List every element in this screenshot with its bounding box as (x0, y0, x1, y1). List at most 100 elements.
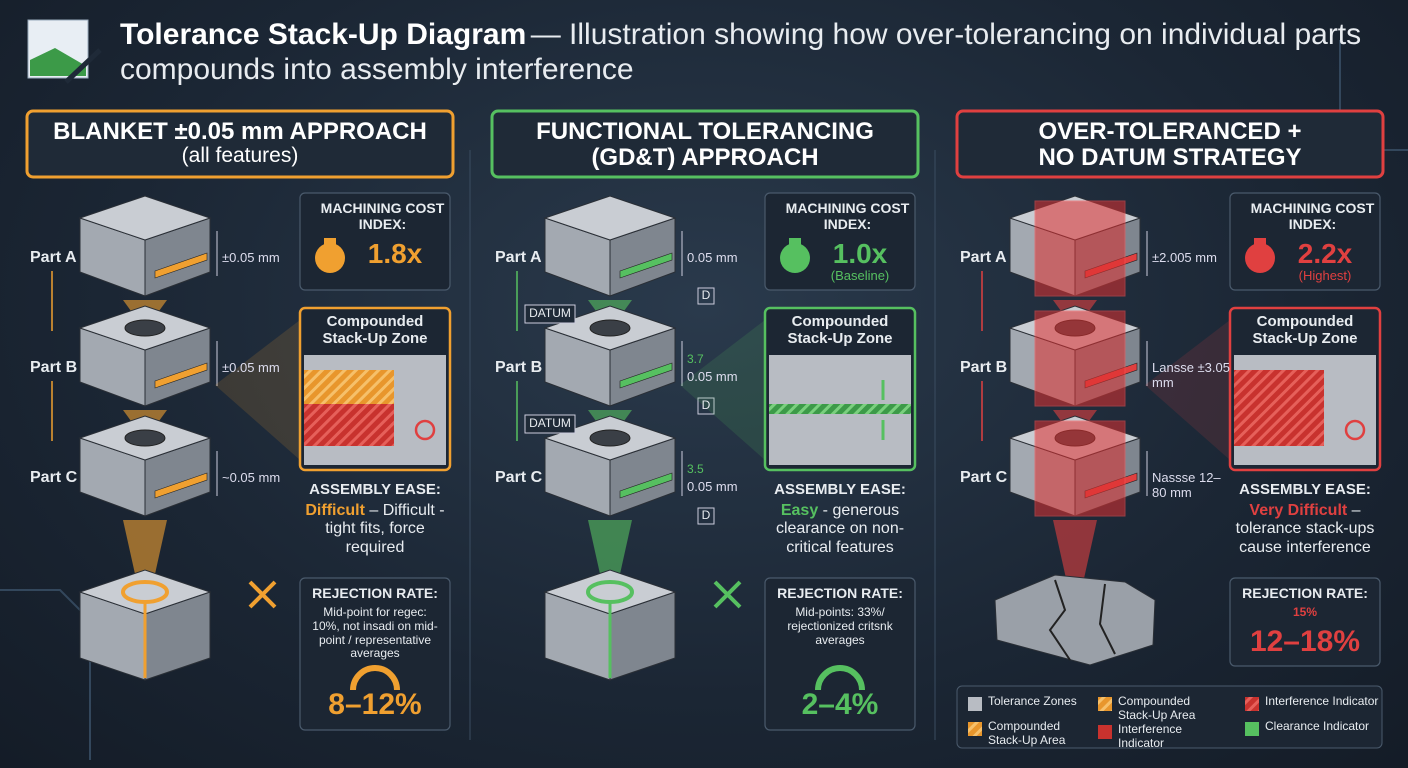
datum-ref-box (697, 287, 715, 305)
legend-swatch (968, 697, 982, 711)
assembly-top (78, 569, 212, 615)
info-card (299, 577, 451, 731)
heading-line: (all features) (181, 144, 299, 167)
assembly-desc: Difficult – Difficult - tight fits, forc… (295, 502, 455, 557)
legend-label: Tolerance Zones (988, 694, 1077, 708)
dimension-label: 0.05 mm (687, 369, 738, 384)
dimension-label: 0.05 mm (687, 479, 738, 494)
heading-box (25, 109, 455, 179)
rejection-note: Mid-points: 33%/ rejectionized critsnk a… (787, 605, 893, 647)
part-hole (124, 429, 166, 447)
cost-note: (Baseline) (830, 268, 890, 283)
part-top-face (543, 195, 677, 241)
rejection-note: Mid-point for regec: 10%, not insadi on … (312, 605, 438, 661)
datum-ref: D (701, 508, 711, 522)
info-card (1229, 577, 1381, 667)
zone-stack (304, 370, 394, 404)
legend-swatch (1098, 697, 1112, 711)
stack-funnel (123, 520, 167, 592)
header-icon (27, 19, 102, 84)
legend-label: Compounded Stack-Up Area (988, 719, 1066, 747)
zoom-beam (215, 320, 300, 460)
dimension-label: 0.05 mm (687, 250, 738, 265)
part-label: Part A (30, 249, 77, 266)
zone-clearance (769, 404, 911, 414)
gauge (815, 665, 865, 691)
datum-ref: D (701, 398, 711, 412)
assembly-text: – tolerance stack-ups cause interference (1235, 502, 1375, 556)
rejection-note: 15% (1292, 605, 1318, 619)
crack (1048, 579, 1116, 661)
heading-line: BLANKET ±0.05 mm APPROACH (53, 118, 427, 145)
info-card (764, 577, 916, 731)
part-label: Part C (960, 469, 1008, 486)
money-bag (1245, 243, 1275, 273)
part-hole (124, 319, 166, 337)
cost-label: MACHINING COST INDEX: (1250, 200, 1375, 233)
datum-ref-box (697, 507, 715, 525)
rejection-label: REJECTION RATE: (777, 585, 903, 601)
rejection-value: 2–4% (801, 688, 879, 721)
interference-icon (1344, 419, 1366, 441)
cost-note: (Highest) (1298, 268, 1352, 283)
rejection-label: REJECTION RATE: (312, 585, 438, 601)
tolerance-stripe (154, 362, 208, 389)
rejection-label: REJECTION RATE: (1242, 585, 1368, 601)
assembly-rating: Easy (780, 502, 819, 519)
legend-label: Interference Indicator (1265, 694, 1379, 708)
title: Tolerance Stack-Up Diagram (120, 18, 527, 51)
interference-overlay (1034, 200, 1126, 297)
dimension-label: ~0.05 mm (222, 470, 281, 485)
tolerance-stripe (619, 252, 673, 279)
tool-icon (713, 580, 742, 609)
broken-assembly (994, 574, 1156, 666)
dimension-label: Lansse ±3.05 mm (1152, 360, 1230, 390)
assembly-rating: Very Difficult (1249, 502, 1348, 519)
part-label: Part C (495, 469, 543, 486)
stack-funnel (588, 520, 632, 592)
assembly-label: ASSEMBLY EASE: (309, 481, 441, 498)
assembly-label: ASSEMBLY EASE: (1239, 481, 1371, 498)
heading-box (490, 109, 920, 179)
part-label: Part B (30, 359, 78, 376)
zone-title: Compounded Stack-Up Zone (787, 313, 893, 348)
dimension-value: 3.5 (687, 462, 704, 476)
datum-ref-box (697, 397, 715, 415)
money-bag-neck (1254, 238, 1266, 246)
cost-value: 1.0x (832, 238, 888, 269)
money-bag (315, 243, 345, 273)
dimension-value: 3.7 (687, 352, 704, 366)
assembly-desc: Very Difficult – tolerance stack-ups cau… (1225, 502, 1385, 557)
legend-swatch (968, 722, 982, 736)
header: Tolerance Stack-Up Diagram — Illustratio… (120, 18, 1370, 87)
tolerance-stripe (154, 252, 208, 279)
datum-box (524, 414, 576, 434)
dimension-label: ±2.005 mm (1152, 250, 1217, 265)
tool-icon (248, 580, 277, 609)
part-label: Part A (495, 249, 542, 266)
dimension-label: ±0.05 mm (222, 360, 280, 375)
tolerance-stripe (619, 362, 673, 389)
legend-swatch (1245, 697, 1259, 711)
heading-line: OVER-TOLERANCED + (1038, 118, 1302, 145)
legend-label: Clearance Indicator (1265, 719, 1370, 733)
datum-label: DATUM (529, 416, 571, 430)
stack-funnel (1053, 520, 1097, 592)
assembly-text: – Difficult - tight fits, force required (325, 502, 445, 556)
zoom-beam (1145, 320, 1230, 460)
zoom-beam (680, 320, 765, 460)
dimension-label: Nassse 12–80 mm (1152, 470, 1221, 500)
cost-label: MACHINING COST INDEX: (785, 200, 910, 233)
part-top-face (78, 195, 212, 241)
part-label: Part C (30, 469, 78, 486)
heading-line: FUNCTIONAL TOLERANCING (536, 118, 874, 145)
assembly-text: - generous clearance on non-critical fea… (775, 502, 905, 556)
rejection-value: 12–18% (1249, 625, 1361, 658)
zone-title: Compounded Stack-Up Zone (322, 313, 428, 348)
money-bag-neck (789, 238, 801, 246)
tolerance-stripe (619, 472, 673, 499)
datum-label: DATUM (529, 306, 571, 320)
heading-box (955, 109, 1385, 179)
